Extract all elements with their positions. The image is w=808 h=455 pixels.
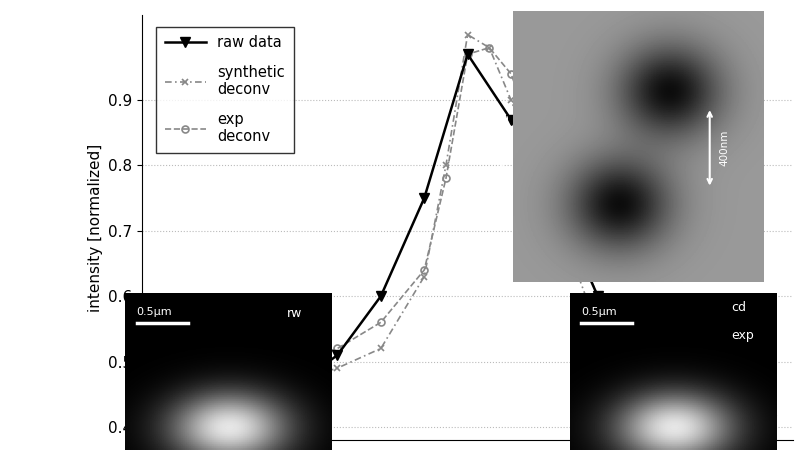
Text: SEM image: SEM image bbox=[499, 114, 512, 184]
Y-axis label: intensity [normalized]: intensity [normalized] bbox=[88, 143, 103, 312]
Text: 0.5μm: 0.5μm bbox=[137, 307, 172, 317]
Text: cd: cd bbox=[731, 301, 747, 314]
Text: exp: exp bbox=[731, 329, 754, 342]
Text: 0.5μm: 0.5μm bbox=[581, 307, 617, 317]
Text: rw: rw bbox=[287, 307, 302, 320]
Text: 400nm: 400nm bbox=[720, 130, 730, 166]
Legend: raw data, synthetic
deconv, exp
deconv: raw data, synthetic deconv, exp deconv bbox=[156, 26, 294, 153]
